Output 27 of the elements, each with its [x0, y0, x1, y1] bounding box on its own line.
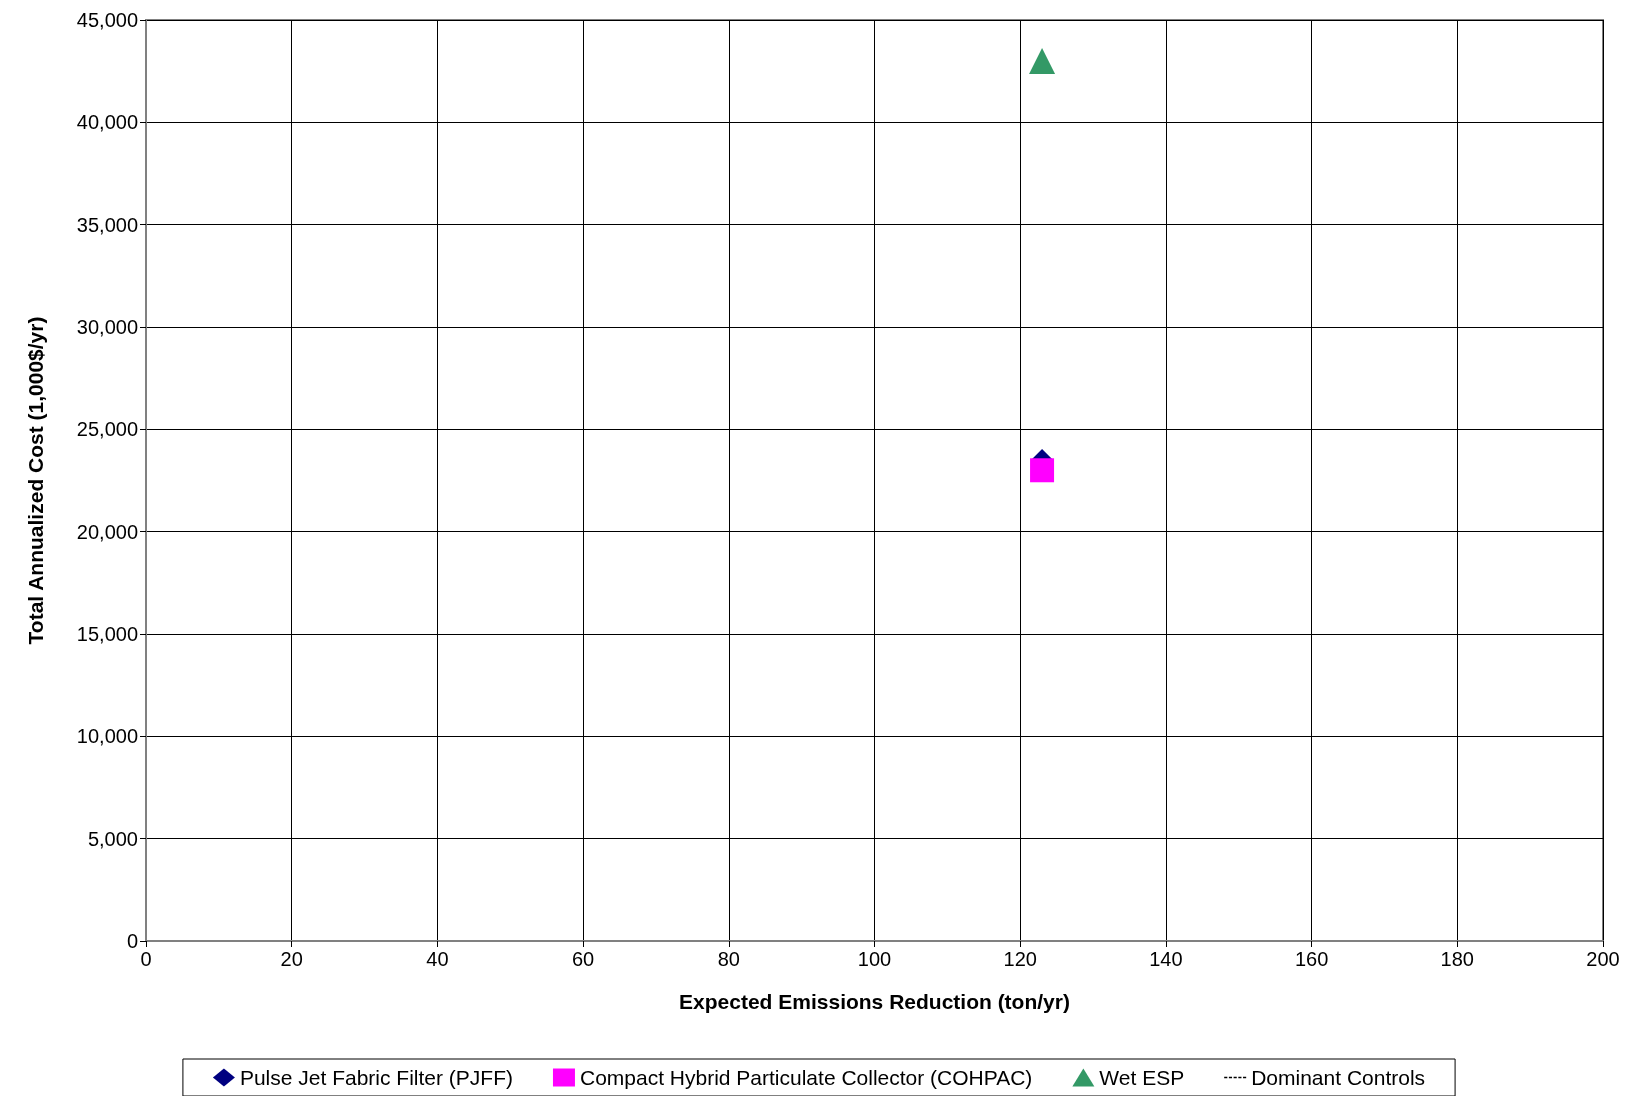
- y-tick-label: 25,000: [76, 418, 138, 441]
- legend-label: Compact Hybrid Particulate Collector (COHPAC): [579, 1066, 1033, 1089]
- x-tick-label: 200: [1586, 948, 1620, 970]
- y-tick-label: 15,000: [76, 623, 138, 645]
- x-axis-title: Expected Emissions Reduction (ton/yr): [679, 990, 1070, 1013]
- legend-label: Wet ESP: [1099, 1066, 1185, 1089]
- y-tick-label: 40,000: [76, 111, 138, 134]
- x-tick-label: 100: [857, 948, 892, 970]
- x-tick-label: 20: [280, 948, 303, 970]
- x-tick-label: 160: [1294, 948, 1329, 970]
- x-tick-label: 140: [1149, 948, 1183, 970]
- x-tick-label: 0: [140, 948, 152, 970]
- x-tick-label: 120: [1003, 948, 1037, 970]
- y-tick-label: 0: [126, 930, 138, 952]
- legend-label: Dominant Controls: [1251, 1066, 1426, 1089]
- y-tick-label: 20,000: [76, 520, 138, 543]
- y-tick-label: 5,000: [87, 827, 138, 850]
- y-tick-label: 45,000: [76, 9, 138, 31]
- y-tick-label: 35,000: [76, 213, 138, 236]
- x-tick-label: 40: [426, 948, 449, 970]
- legend-label: Pulse Jet Fabric Filter (PJFF): [239, 1066, 513, 1089]
- y-tick-label: 10,000: [76, 725, 138, 748]
- x-tick-label: 80: [717, 948, 740, 970]
- x-tick-label: 180: [1440, 948, 1474, 970]
- x-tick-label: 60: [571, 948, 595, 970]
- y-tick-label: 30,000: [76, 316, 138, 338]
- y-axis-title: Total Annualized Cost (1,000$/yr): [24, 316, 47, 645]
